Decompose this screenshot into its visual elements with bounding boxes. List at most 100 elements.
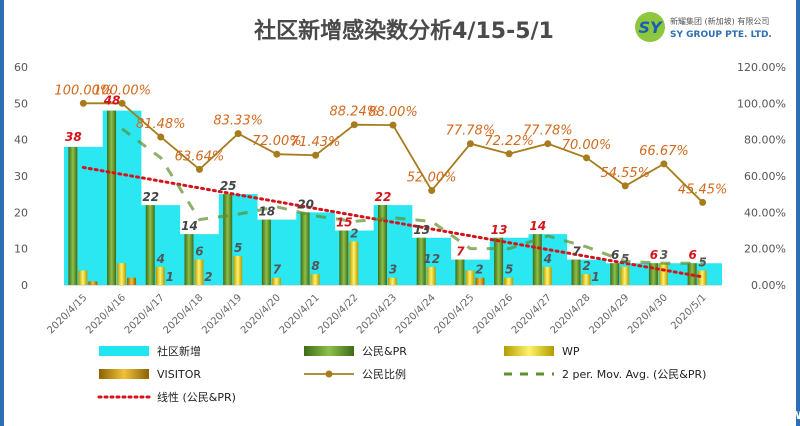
visitor-data-label: 1: [166, 270, 174, 284]
logo-letters: SY: [638, 18, 663, 37]
citizen-data-label: 25: [220, 179, 237, 193]
wp-data-label: 2: [582, 259, 590, 273]
citizen-data-label: 7: [572, 245, 581, 259]
wp-bar: [271, 277, 281, 285]
ratio-point: [389, 121, 397, 129]
legend: 社区新增 公民&PR WP VISITOR 公民比例 2 per. Mov. Avg. (…: [97, 344, 706, 404]
wp-data-label: 5: [698, 255, 706, 269]
wp-data-label: 6: [195, 245, 203, 259]
citizen-data-label: 38: [65, 130, 82, 144]
citizen-bar: [223, 194, 233, 285]
wp-data-label: 4: [156, 252, 165, 266]
ratio-point: [79, 99, 87, 107]
wp-bar: [194, 259, 204, 285]
citizen-bar: [571, 259, 581, 285]
citizen-data-label: 48: [103, 94, 121, 108]
wp-data-label: 4: [543, 252, 552, 266]
citizen-bar: [494, 237, 504, 285]
y-right-tick-label: 80.00%: [744, 134, 786, 147]
wp-data-label: 5: [505, 263, 513, 277]
citizen-data-label: 6: [688, 248, 696, 262]
x-tick-label: 2020/4/28: [549, 292, 593, 336]
citizen-bar: [68, 146, 78, 285]
legend-label: 社区新增: [157, 344, 201, 358]
visitor-data-label: 1: [591, 270, 599, 284]
ratio-data-label: 77.78%: [523, 124, 573, 139]
x-tick-label: 2020/4/30: [626, 292, 670, 336]
chart-title: 社区新增感染数分析4/15-5/1: [254, 18, 554, 44]
y-left-tick-label: 50: [14, 97, 28, 110]
moving-average-line: [121, 127, 703, 265]
x-tick-label: 2020/4/15: [45, 292, 89, 336]
y-right-tick-label: 20.00%: [744, 243, 786, 256]
company-logo: SY 新耀集团 (新加坡) 有限公司 SY GROUP PTE. LTD.: [635, 12, 772, 42]
ratio-data-label: 77.78%: [446, 124, 496, 139]
x-tick-label: 2020/4/25: [432, 292, 476, 336]
ratio-point: [350, 121, 358, 129]
citizen-data-label: 22: [375, 190, 392, 204]
x-tick-label: 2020/4/24: [394, 292, 438, 336]
legend-swatch-wp: [504, 346, 554, 356]
wp-bar: [465, 270, 475, 285]
citizen-data-label: 13: [491, 223, 508, 237]
ratio-point: [195, 165, 203, 173]
ratio-data-label: 72.00%: [252, 134, 302, 149]
wp-bar: [349, 241, 359, 285]
ratio-point: [505, 150, 513, 158]
citizen-data-label: 14: [529, 219, 546, 233]
x-tick-label: 2020/4/21: [278, 292, 322, 336]
y-left-tick-label: 60: [14, 61, 28, 74]
citizen-bar: [378, 205, 387, 285]
wp-bar: [620, 266, 630, 285]
wp-data-label: 3: [389, 263, 397, 277]
ratio-data-label: 88.00%: [368, 105, 418, 120]
citizen-data-label: 7: [456, 245, 465, 259]
y-left-tick-label: 10: [14, 243, 28, 256]
x-tick-label: 2020/4/18: [162, 292, 206, 336]
wp-bar: [78, 270, 88, 285]
y-right-tick-label: 120.00%: [737, 61, 786, 74]
visitor-bar: [88, 281, 98, 285]
y-right-tick-label: 100.00%: [737, 97, 786, 110]
y-right-tick-label: 0.00%: [751, 279, 786, 292]
y-left-tick-label: 30: [14, 170, 28, 183]
wp-bar: [581, 274, 591, 285]
bar-series: [68, 110, 707, 285]
watermark-left: shicheng.news: [14, 407, 131, 423]
x-tick-label: 2020/4/22: [316, 292, 360, 336]
ratio-point: [312, 151, 320, 159]
ratio-line-series: [79, 99, 707, 206]
logo-name-cn: 新耀集团 (新加坡) 有限公司: [670, 16, 769, 26]
citizen-bar: [145, 205, 155, 285]
ratio-data-label: 71.43%: [291, 135, 341, 150]
ratio-data-label: 54.55%: [600, 166, 650, 181]
x-tick-label: 2020/4/23: [355, 292, 399, 336]
citizen-data-label: 22: [142, 190, 159, 204]
ratio-data-label: 70.00%: [562, 138, 612, 153]
ratio-point: [428, 187, 436, 195]
citizen-bar: [648, 263, 658, 285]
wp-bar: [388, 277, 397, 285]
wp-data-label: 2: [350, 226, 358, 240]
y-right-tick-label: 60.00%: [744, 170, 786, 183]
citizen-bar: [610, 263, 620, 285]
citizen-bar: [455, 259, 465, 285]
citizen-data-label: 6: [611, 248, 619, 262]
wp-bar: [117, 263, 127, 285]
visitor-bar: [127, 277, 137, 285]
wp-bar: [155, 266, 165, 285]
citizen-data-label: 15: [336, 216, 353, 230]
visitor-data-label: 2: [204, 270, 212, 284]
linear-trend-line: [81, 165, 705, 279]
y-right-tick-label: 40.00%: [744, 206, 786, 219]
visitor-bar: [475, 277, 485, 285]
citizen-bar: [107, 110, 117, 285]
ratio-point: [157, 133, 165, 141]
legend-label: 2 per. Mov. Avg. (公民&PR): [562, 368, 706, 381]
legend-label: WP: [562, 345, 580, 358]
wp-data-label: 7: [273, 263, 282, 277]
ratio-data-label: 81.48%: [136, 117, 186, 132]
citizen-data-label: 6: [650, 248, 658, 262]
wp-bar: [504, 277, 514, 285]
